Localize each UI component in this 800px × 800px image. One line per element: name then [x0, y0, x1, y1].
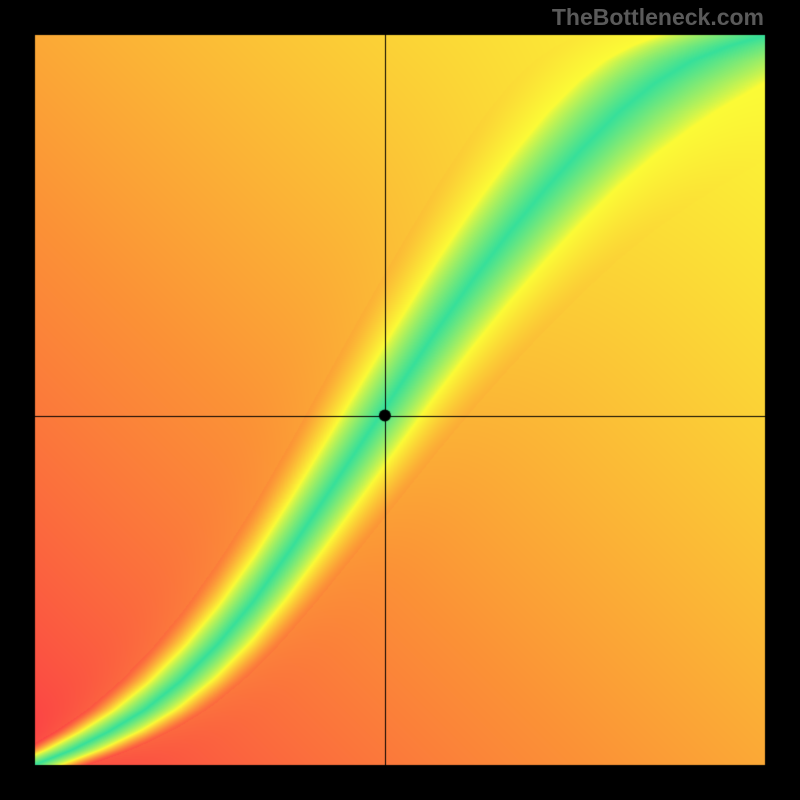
bottleneck-heatmap — [0, 0, 800, 800]
watermark-text: TheBottleneck.com — [552, 4, 764, 31]
